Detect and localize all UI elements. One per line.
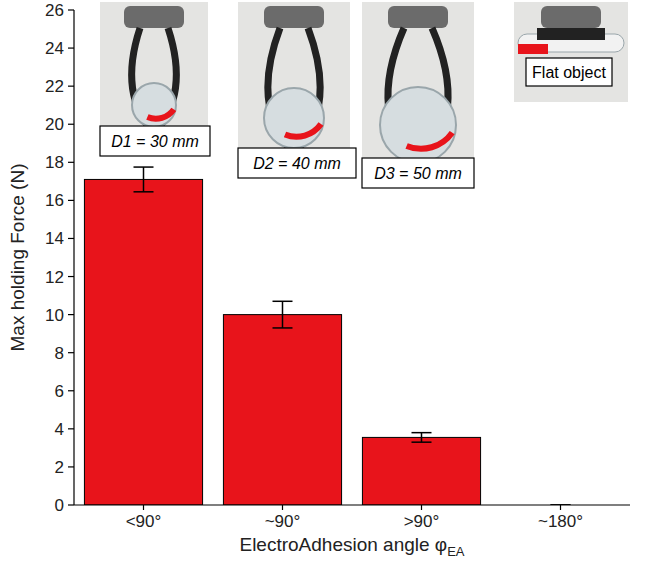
y-tick-label: 6 <box>55 382 64 401</box>
photo-pad <box>518 44 548 54</box>
annotation-box <box>362 158 474 188</box>
y-tick <box>68 276 74 277</box>
x-tick <box>560 505 561 510</box>
y-tick <box>68 504 74 505</box>
photo-object <box>380 87 456 163</box>
x-tick-label: ~180° <box>538 512 583 531</box>
x-axis-title-main: ElectroAdhesion angle φ <box>239 534 447 555</box>
x-axis <box>74 504 630 505</box>
photo-bg <box>514 2 628 102</box>
error-bar <box>273 301 293 328</box>
annotation: Flat object <box>532 64 606 81</box>
annotation-box <box>526 58 612 86</box>
y-tick <box>68 238 74 239</box>
y-axis-title: Max holding Force (N) <box>7 164 28 352</box>
y-tick <box>68 47 74 48</box>
y-tick-label: 18 <box>45 153 64 172</box>
y-tick-label: 4 <box>55 420 64 439</box>
photo-object <box>264 88 324 148</box>
y-tick <box>68 314 74 315</box>
error-line <box>421 433 423 443</box>
y-tick <box>68 428 74 429</box>
photo-mount <box>388 6 448 28</box>
x-tick-label: >90° <box>404 512 440 531</box>
annotation: D1 = 30 mm <box>111 133 199 150</box>
bar <box>362 437 480 505</box>
error-cap <box>273 301 293 303</box>
annotation-box <box>100 126 210 156</box>
photo-mount <box>264 6 324 28</box>
y-tick-label: 24 <box>45 39 64 58</box>
y-tick <box>68 124 74 125</box>
bars <box>84 167 570 505</box>
x-axis-title: ElectroAdhesion angle φEA <box>239 534 464 559</box>
error-bar <box>134 167 154 192</box>
error-line <box>143 167 145 192</box>
x-axis-title-sub: EA <box>447 544 465 559</box>
y-tick <box>68 86 74 87</box>
photo-pad <box>285 124 321 137</box>
y-tick <box>68 200 74 201</box>
photo-fingers <box>537 28 605 40</box>
y-tick <box>68 352 74 353</box>
photo-mount <box>124 6 184 28</box>
photo-fingers <box>132 28 177 133</box>
y-tick-label: 14 <box>45 229 64 248</box>
y-tick-label: 0 <box>55 496 64 515</box>
photo-mount <box>541 6 601 28</box>
error-cap <box>412 441 432 443</box>
y-tick <box>68 9 74 10</box>
error-cap <box>134 191 154 193</box>
y-tick-label: 20 <box>45 115 64 134</box>
x-tick <box>282 505 283 510</box>
annotation: D2 = 40 mm <box>253 155 341 172</box>
photo-pad <box>407 133 453 149</box>
error-cap <box>134 166 154 168</box>
x-tick <box>421 505 422 510</box>
y-tick-label: 2 <box>55 458 64 477</box>
bar <box>84 179 202 505</box>
y-axis <box>73 10 74 505</box>
photo-bg <box>362 2 474 184</box>
error-bar <box>412 433 432 443</box>
y-tick-label: 22 <box>45 77 64 96</box>
error-line <box>282 301 284 328</box>
error-cap <box>273 327 293 329</box>
y-tick-label: 8 <box>55 344 64 363</box>
y-tick <box>68 466 74 467</box>
photo-pad <box>147 109 173 118</box>
y-tick-label: 16 <box>45 191 64 210</box>
x-tick-label: ~90° <box>265 512 301 531</box>
x-tick-label: <90° <box>126 512 162 531</box>
y-tick-label: 26 <box>45 1 64 20</box>
x-tick <box>143 505 144 510</box>
error-cap <box>412 432 432 434</box>
y-tick-label: 12 <box>45 268 64 287</box>
inset-photos: D1 = 30 mm D2 = 40 mm D3 = 50 mm Flat objec… <box>100 2 628 188</box>
bar <box>223 315 341 505</box>
y-tick <box>68 162 74 163</box>
y-tick-label: 10 <box>45 306 64 325</box>
y-tick <box>68 390 74 391</box>
chart: D1 = 30 mm D2 = 40 mm D3 = 50 mm Flat objec… <box>0 0 663 561</box>
photo-object <box>132 83 176 127</box>
annotation: D3 = 50 mm <box>374 165 462 182</box>
annotation-box <box>238 148 356 178</box>
